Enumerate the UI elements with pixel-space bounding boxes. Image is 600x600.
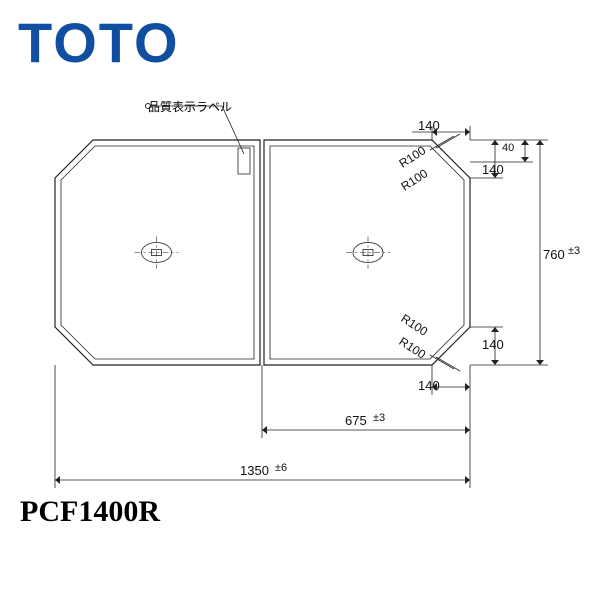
technical-drawing <box>0 0 600 600</box>
